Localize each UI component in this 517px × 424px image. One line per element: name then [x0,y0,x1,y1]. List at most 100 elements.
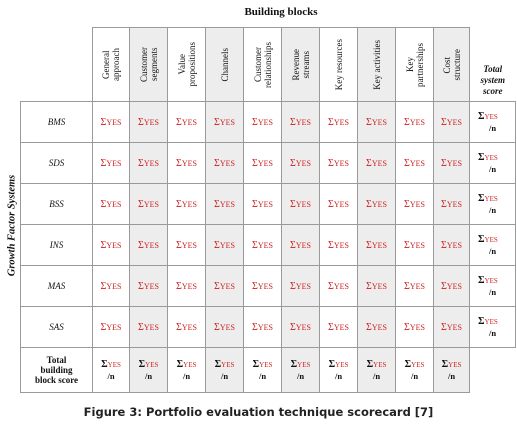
figure-caption: Figure 3: Portfolio evaluation technique… [83,405,434,419]
block-total-score: ΣYES/n [395,347,434,393]
scorecard-table: General approach Customer segments Value p… [20,27,516,393]
yes-label: YES [448,360,462,369]
sigma-symbol: Σ [214,198,220,210]
yes-label: YES [446,199,462,209]
yes-label: YES [183,360,197,369]
yes-label: YES [181,322,197,332]
score-cell: ΣYES [357,101,396,143]
score-cell: ΣYES [395,306,434,348]
sigma-symbol: Σ [328,358,336,370]
score-cell: ΣYES [205,306,244,348]
score-cell: ΣYES [319,101,358,143]
score-cell: ΣYES [357,183,396,225]
score-cell: ΣYES [92,224,130,266]
yes-label: YES [181,240,197,250]
score-cell: ΣYES [205,224,244,266]
score-cell: ΣYES [395,101,434,143]
yes-label: YES [297,360,311,369]
score-cell: ΣYES [395,183,434,225]
sigma-symbol: Σ [290,239,296,251]
yes-label: YES [143,240,159,250]
column-header: Customer relationships [243,27,282,102]
sigma-symbol: Σ [404,116,410,128]
score-cell: ΣYES [395,224,434,266]
system-row: MAS ΣYES ΣYES ΣYES ΣYES ΣYES ΣYES ΣYES ΣYES ΣYES Σ… [20,265,516,307]
sigma-symbol: Σ [328,239,334,251]
yes-label: YES [143,199,159,209]
yes-label: YES [219,117,235,127]
yes-label: YES [295,158,311,168]
sigma-symbol: Σ [478,151,485,163]
score-cell: ΣYES [205,101,244,143]
yes-label: YES [295,199,311,209]
per-n-label: /n [182,370,191,381]
sigma-symbol: Σ [404,157,410,169]
yes-label: YES [295,240,311,250]
sigma-symbol: Σ [404,321,410,333]
yes-label: YES [257,322,273,332]
score-cell: ΣYES [243,142,282,184]
score-cell: ΣYES [319,142,358,184]
score-cell: ΣYES [281,183,320,225]
yes-label: YES [106,322,122,332]
sigma-symbol: Σ [176,358,184,370]
yes-label: YES [484,112,498,121]
sigma-symbol: Σ [138,116,144,128]
sigma-symbol: Σ [138,198,144,210]
sigma-symbol: Σ [252,157,258,169]
system-row: BMS ΣYES ΣYES ΣYES ΣYES ΣYES ΣYES ΣYES ΣYES ΣYES Σ… [20,101,516,143]
block-total-score: ΣYES/n [92,347,130,393]
score-cell: ΣYES [243,306,282,348]
sigma-symbol: Σ [138,280,144,292]
building-blocks-title: Building blocks [244,6,318,18]
score-cell: ΣYES [243,101,282,143]
yes-label: YES [409,240,425,250]
sigma-symbol: Σ [214,358,222,370]
yes-label: YES [371,199,387,209]
yes-label: YES [409,158,425,168]
score-cell: ΣYES [92,142,130,184]
sigma-symbol: Σ [441,239,447,251]
yes-label: YES [257,158,273,168]
sigma-symbol: Σ [290,198,296,210]
score-cell: ΣYES [129,142,168,184]
sigma-symbol: Σ [290,358,298,370]
per-n-label: /n [296,370,305,381]
score-cell: ΣYES [167,265,206,307]
sigma-symbol: Σ [404,280,410,292]
column-header: Customer segments [129,27,168,102]
sigma-symbol: Σ [176,198,182,210]
yes-label: YES [484,235,498,244]
score-cell: ΣYES [243,224,282,266]
yes-label: YES [446,158,462,168]
system-row: BSS ΣYES ΣYES ΣYES ΣYES ΣYES ΣYES ΣYES ΣYES ΣYES Σ… [20,183,516,225]
yes-label: YES [333,281,349,291]
yes-label: YES [295,117,311,127]
per-n-label: /n [410,370,419,381]
per-n-label: /n [488,163,497,174]
score-cell: ΣYES [92,183,130,225]
score-cell: ΣYES [167,183,206,225]
score-cell: ΣYES [129,183,168,225]
growth-factor-systems-title: Growth Factor Systems [6,174,18,277]
sigma-symbol: Σ [328,198,334,210]
sigma-symbol: Σ [366,239,372,251]
column-header-label: Channels [219,47,230,82]
sigma-symbol: Σ [478,110,485,122]
column-header-label: Value propositions [176,42,197,87]
score-cell: ΣYES [205,265,244,307]
sigma-symbol: Σ [441,198,447,210]
sigma-symbol: Σ [404,358,412,370]
score-cell: ΣYES [433,142,470,184]
yes-label: YES [257,281,273,291]
score-cell: ΣYES [281,142,320,184]
per-n-label: /n [488,245,497,256]
sigma-symbol: Σ [176,157,182,169]
sigma-symbol: Σ [138,157,144,169]
column-header-label: Key partnerships [404,42,425,87]
score-cell: ΣYES [357,224,396,266]
yes-label: YES [333,158,349,168]
block-total-score: ΣYES/n [433,347,470,393]
yes-label: YES [484,276,498,285]
score-cell: ΣYES [433,224,470,266]
